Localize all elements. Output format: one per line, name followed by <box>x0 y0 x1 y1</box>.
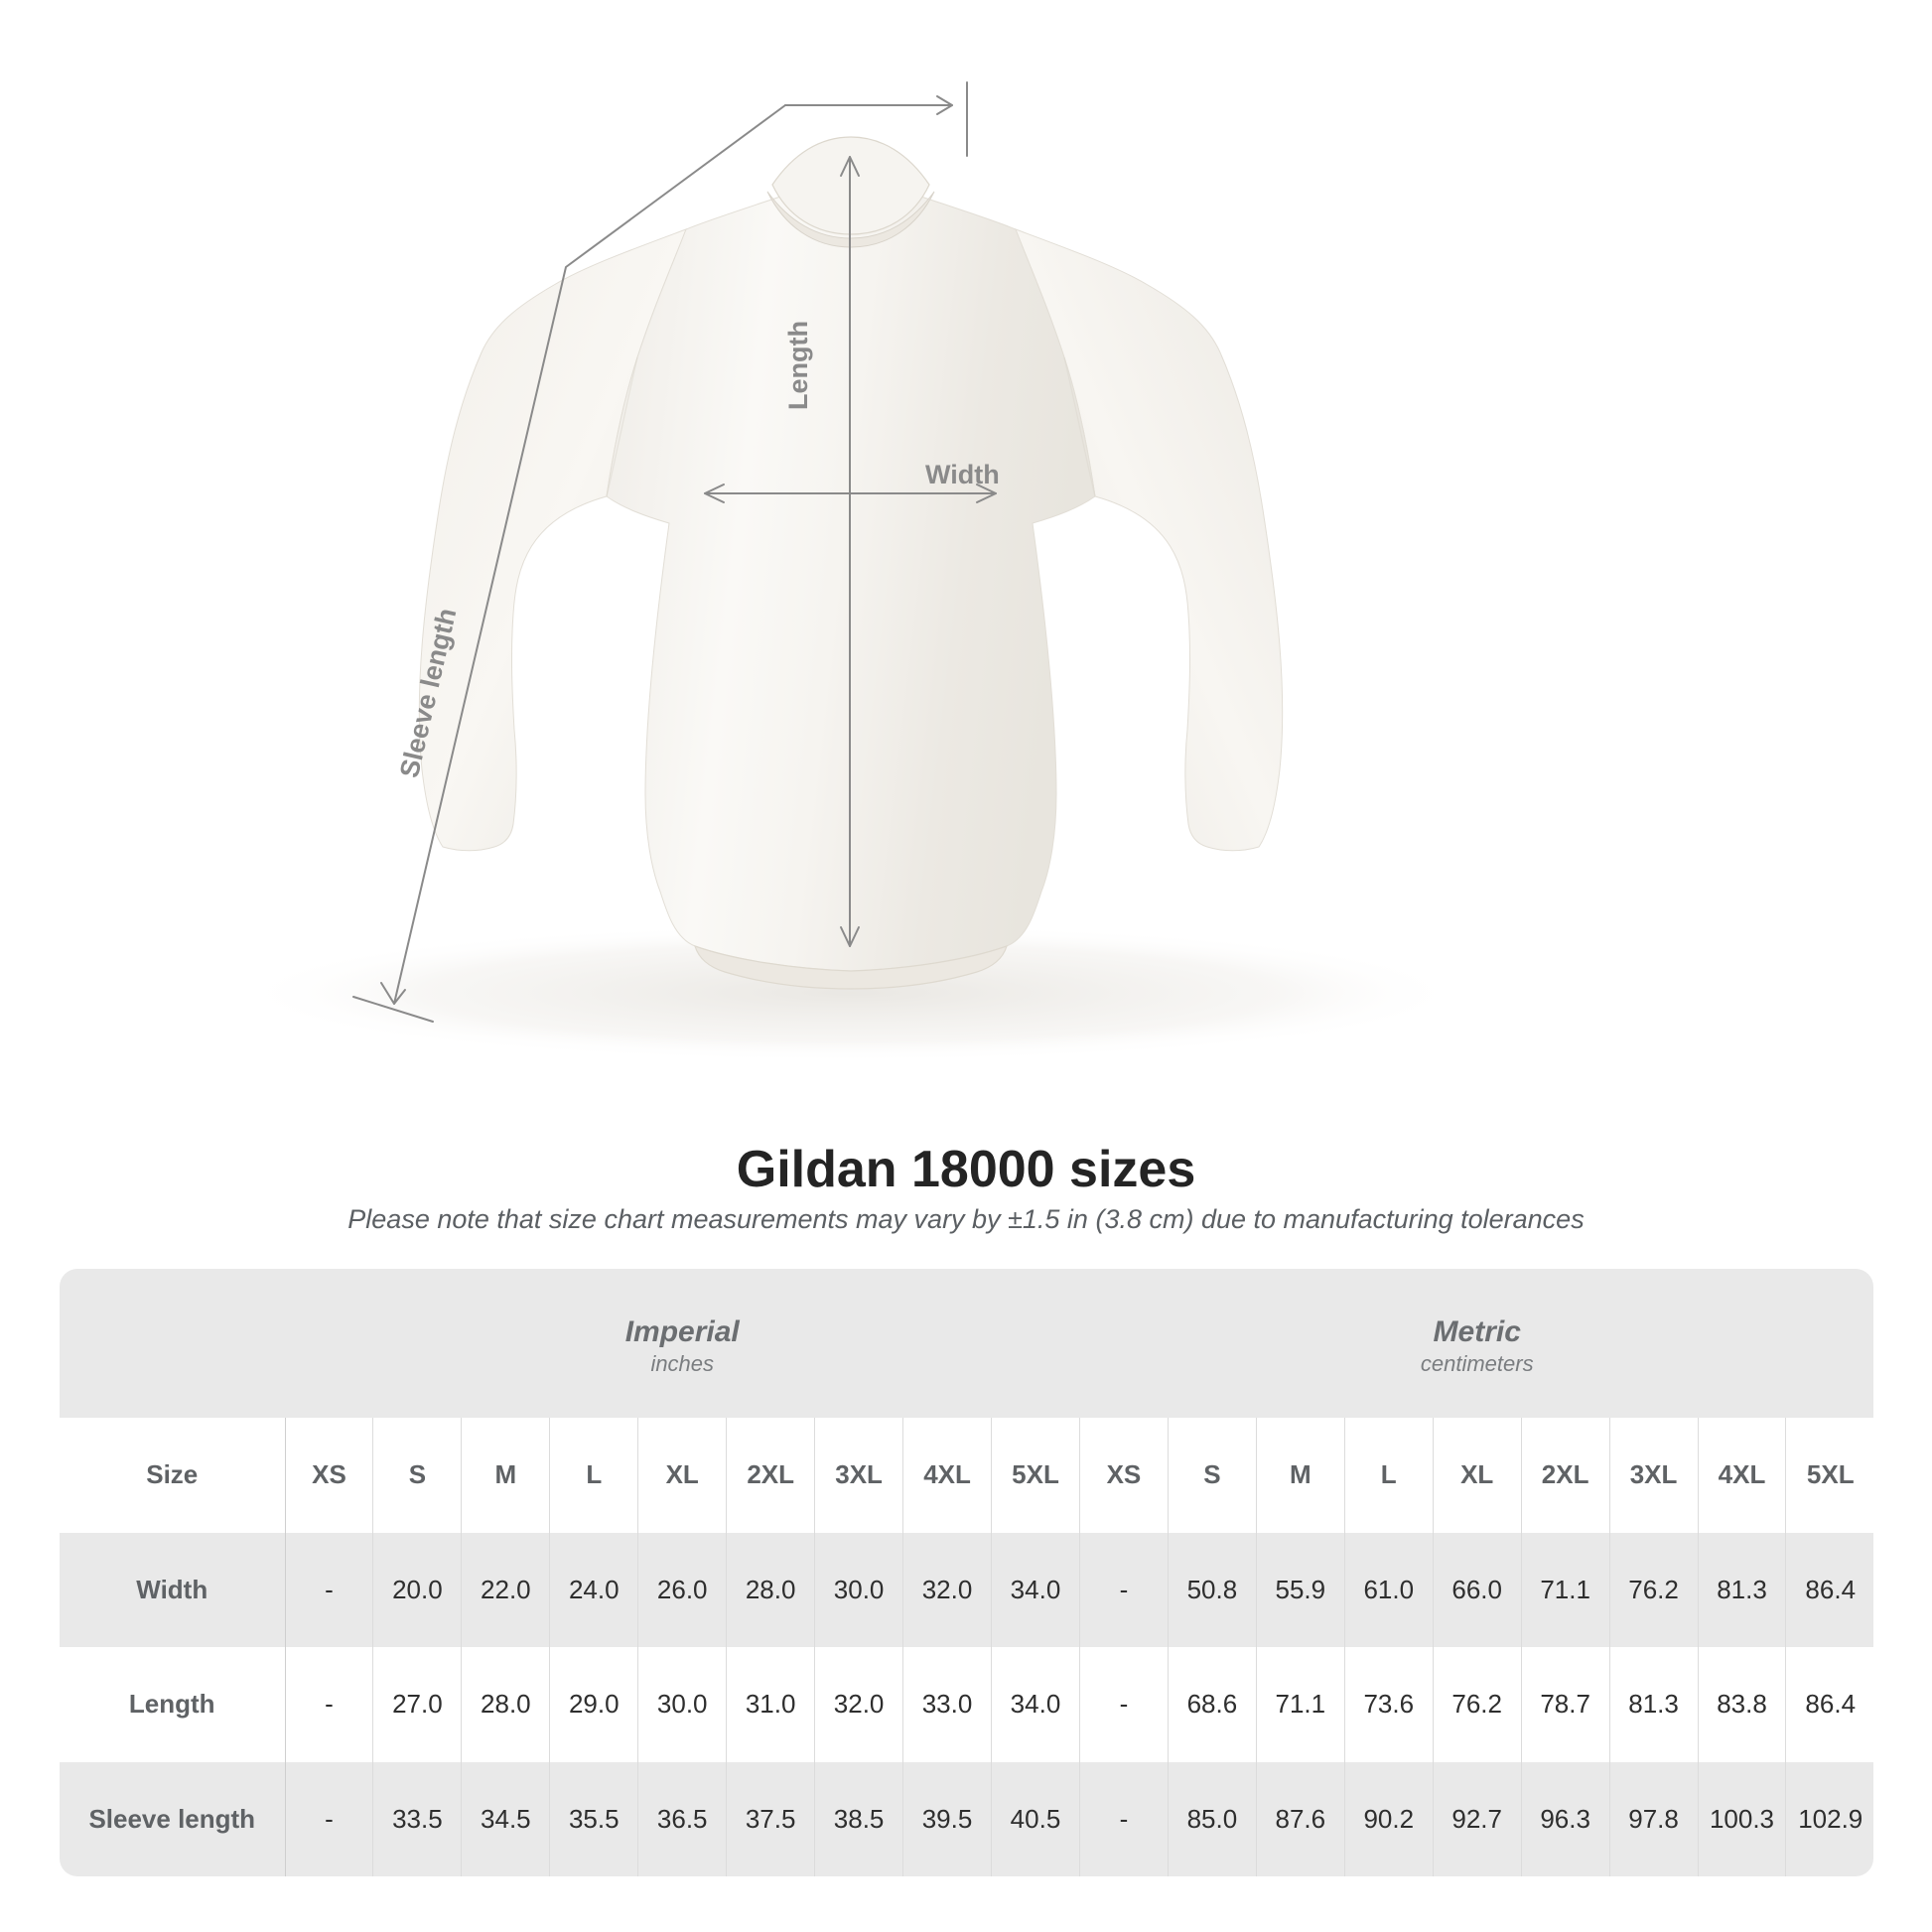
svg-text:Length: Length <box>783 321 813 410</box>
svg-text:Width: Width <box>925 460 1000 489</box>
